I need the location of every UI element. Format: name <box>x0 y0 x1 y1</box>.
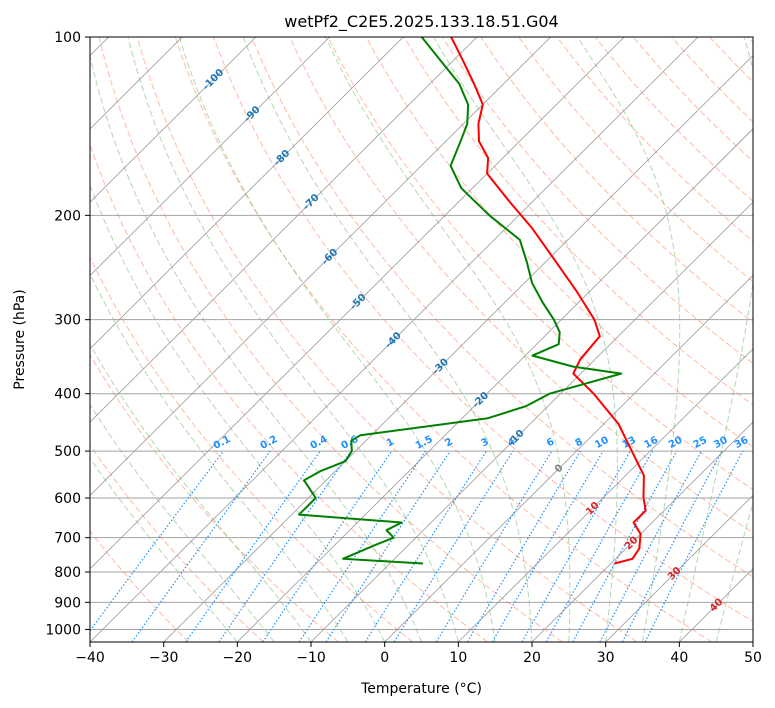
x-tick-label: 40 <box>670 650 688 666</box>
x-tick-label: 20 <box>523 650 541 666</box>
mixing-ratio-line <box>262 450 393 642</box>
moist-adiabat <box>678 37 753 642</box>
dry-adiabat <box>365 37 753 448</box>
mixing-ratio-label: 4 <box>506 436 517 449</box>
isotherm-line <box>90 37 404 350</box>
mixing-ratio-label: 8 <box>574 436 585 449</box>
isotherm-line <box>310 201 753 642</box>
y-tick-label: 300 <box>54 313 81 329</box>
isotherm-line <box>90 37 551 496</box>
dewpoint-profile <box>298 37 623 565</box>
mixing-ratio-line <box>644 450 744 642</box>
y-tick-label: 200 <box>54 208 81 224</box>
chart-title: wetPf2_C2E5.2025.133.18.51.G04 <box>284 12 558 32</box>
y-tick-label: 400 <box>54 387 81 403</box>
dry-adiabat <box>327 37 753 491</box>
moist-adiabat <box>242 37 533 642</box>
mixing-ratio-line <box>435 450 553 642</box>
mixing-ratio-line <box>298 450 426 642</box>
mixing-ratio-line <box>131 450 271 642</box>
moist-adiabat <box>178 37 496 642</box>
dry-adiabat <box>480 37 753 323</box>
profile-lines <box>298 37 647 565</box>
isotherm-line <box>90 37 330 277</box>
y-tick-label: 100 <box>54 30 81 46</box>
isotherm-line <box>90 37 699 642</box>
moist-adiabat <box>90 343 312 642</box>
mixing-ratio-line <box>621 450 723 642</box>
moist-adiabat <box>127 37 459 642</box>
x-tick-label: 30 <box>597 650 615 666</box>
isotherm-line <box>605 494 753 642</box>
plot-frame <box>89 36 754 643</box>
isotherm-line <box>163 55 753 642</box>
x-tick-label: −30 <box>149 650 179 666</box>
moist-adiabat <box>90 403 275 642</box>
moist-adiabat <box>90 183 386 642</box>
isotherm-line <box>384 274 753 642</box>
mixing-ratio-line <box>572 450 678 642</box>
mixing-ratio-label: 2 <box>443 436 454 449</box>
moist-adiabat <box>433 37 618 642</box>
dry-adiabat <box>90 143 488 642</box>
dry-adiabat <box>441 37 753 364</box>
dry-adiabat <box>518 37 753 283</box>
temperature-profile <box>450 37 647 565</box>
x-axis-label: Temperature (°C) <box>360 681 482 697</box>
x-tick-label: −10 <box>296 650 326 666</box>
mixing-ratio-line <box>325 450 451 642</box>
mixing-ratio-line <box>218 450 352 642</box>
dry-adiabat <box>98 37 563 642</box>
mixing-ratio-label: 1 <box>385 436 396 449</box>
moist-adiabat <box>577 37 681 642</box>
dry-adiabat <box>90 530 190 642</box>
mixing-ratio-line <box>521 450 631 642</box>
y-tick-label: 600 <box>54 491 81 507</box>
dry-adiabat <box>90 353 339 642</box>
moist-adiabat <box>90 53 422 642</box>
y-tick-label: 700 <box>54 531 81 547</box>
y-tick-label: 800 <box>54 565 81 581</box>
moist-adiabat <box>90 457 238 642</box>
moist-adiabat <box>325 37 571 642</box>
x-tick-label: 10 <box>449 650 467 666</box>
y-axis-label: Pressure (hPa) <box>12 289 28 389</box>
y-tick-label: 1000 <box>45 622 81 638</box>
dry-adiabat <box>90 444 264 642</box>
mixing-ratio-line <box>599 450 703 642</box>
dry-adiabat <box>251 37 753 578</box>
mixing-ratio-line <box>185 450 321 642</box>
y-tick-label: 500 <box>54 444 81 460</box>
isotherm-line <box>90 37 257 203</box>
isotherm-line <box>90 37 478 423</box>
mixing-ratio-line <box>90 450 224 632</box>
x-tick-label: −20 <box>223 650 253 666</box>
mixing-ratio-line <box>393 450 514 642</box>
x-tick-label: 50 <box>744 650 762 666</box>
mixing-ratio-label: 3 <box>480 436 491 449</box>
moist-adiabat <box>90 272 349 642</box>
axis-ticks: −40 −30 −20 −10 0 10 20 30 40 50 100 200 300 400 500 60… <box>45 30 762 666</box>
isotherm-line <box>90 37 625 570</box>
dry-adiabat <box>289 37 753 534</box>
isotherm-line <box>237 128 753 642</box>
isotherm-line <box>458 348 753 642</box>
mixing-ratio-line <box>545 450 654 642</box>
x-tick-label: 0 <box>380 650 389 666</box>
dry-adiabat <box>212 37 753 623</box>
x-tick-label: −40 <box>75 650 105 666</box>
isotherm-line <box>531 421 753 642</box>
mixing-ratio-label: 6 <box>545 436 556 449</box>
y-tick-label: 900 <box>54 595 81 611</box>
